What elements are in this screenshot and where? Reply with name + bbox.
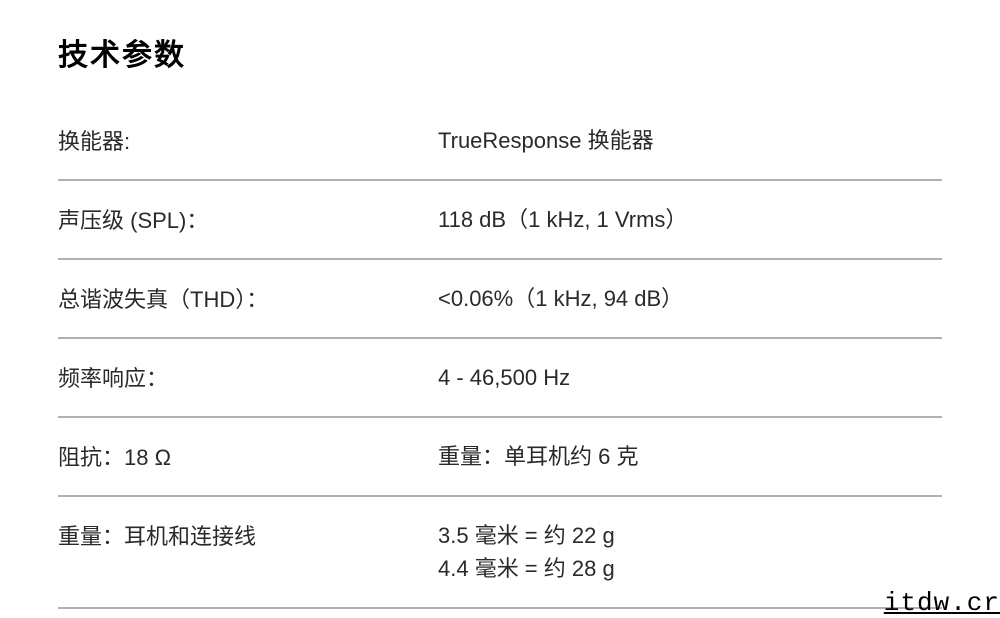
spec-row: 重量：耳机和连接线 3.5 毫米 = 约 22 g4.4 毫米 = 约 28 g <box>58 497 942 609</box>
spec-row: 总谐波失真（THD）： <0.06%（1 kHz, 94 dB） <box>58 260 942 339</box>
spec-label: 换能器: <box>58 124 438 156</box>
spec-value: 118 dB（1 kHz, 1 Vrms） <box>438 203 942 236</box>
spec-row: 频率响应： 4 - 46,500 Hz <box>58 339 942 418</box>
spec-label: 声压级 (SPL)： <box>58 203 438 235</box>
spec-value: 3.5 毫米 = 约 22 g4.4 毫米 = 约 28 g <box>438 519 942 585</box>
spec-value: <0.06%（1 kHz, 94 dB） <box>438 282 942 315</box>
spec-row: 换能器: TrueResponse 换能器 <box>58 102 942 181</box>
spec-value: TrueResponse 换能器 <box>438 124 942 157</box>
spec-value-line: 3.5 毫米 = 约 22 g4.4 毫米 = 约 28 g <box>438 519 942 585</box>
spec-label: 总谐波失真（THD）： <box>58 282 438 314</box>
spec-row: 阻抗：18 Ω 重量：单耳机约 6 克 <box>58 418 942 497</box>
watermark-text: itdw.cr <box>884 588 1000 618</box>
spec-label: 阻抗：18 Ω <box>58 440 438 472</box>
spec-value: 重量：单耳机约 6 克 <box>438 440 942 473</box>
section-title: 技术参数 <box>58 30 942 74</box>
spec-label: 重量：耳机和连接线 <box>58 519 438 551</box>
spec-label: 频率响应： <box>58 361 438 393</box>
spec-value: 4 - 46,500 Hz <box>438 361 942 394</box>
spec-container: 技术参数 换能器: TrueResponse 换能器 声压级 (SPL)： 11… <box>0 0 1000 609</box>
spec-row: 声压级 (SPL)： 118 dB（1 kHz, 1 Vrms） <box>58 181 942 260</box>
